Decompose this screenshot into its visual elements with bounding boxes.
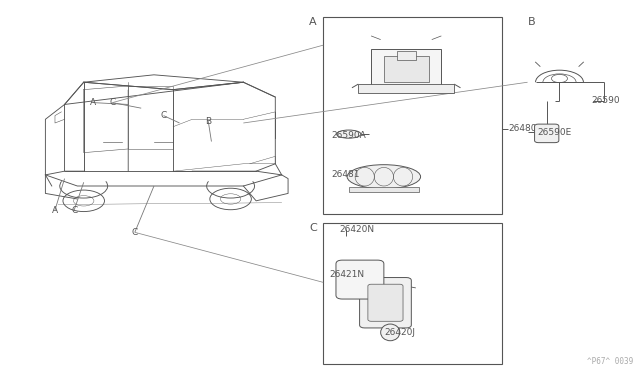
Text: A: A [90, 98, 97, 107]
Text: C: C [132, 228, 138, 237]
FancyBboxPatch shape [336, 260, 384, 299]
Text: 26480: 26480 [508, 124, 537, 133]
Ellipse shape [347, 165, 420, 189]
Text: 26421N: 26421N [330, 270, 365, 279]
Text: A: A [52, 206, 58, 215]
Text: C: C [161, 111, 166, 120]
FancyBboxPatch shape [534, 124, 559, 142]
Text: A: A [309, 17, 317, 28]
FancyBboxPatch shape [368, 284, 403, 321]
Text: C: C [309, 223, 317, 233]
Text: 26590: 26590 [591, 96, 620, 105]
Bar [384, 56, 429, 82]
Bar [349, 187, 419, 192]
Text: ^P67^ 0039: ^P67^ 0039 [587, 357, 633, 366]
Text: B: B [205, 117, 211, 126]
Text: 26420J: 26420J [384, 328, 415, 337]
Bar [323, 17, 502, 214]
Text: C: C [109, 98, 116, 107]
Ellipse shape [337, 130, 361, 138]
Text: 26481: 26481 [332, 170, 360, 179]
Bar [323, 223, 502, 364]
Bar [371, 49, 442, 88]
Text: 26590A: 26590A [332, 131, 366, 141]
Text: 26590E: 26590E [537, 128, 572, 137]
FancyBboxPatch shape [360, 278, 412, 328]
Text: C: C [71, 206, 77, 215]
Bar [358, 84, 454, 93]
Ellipse shape [381, 324, 400, 341]
Bar [397, 51, 416, 60]
Text: 26420N: 26420N [339, 225, 374, 234]
Text: B: B [527, 17, 535, 28]
